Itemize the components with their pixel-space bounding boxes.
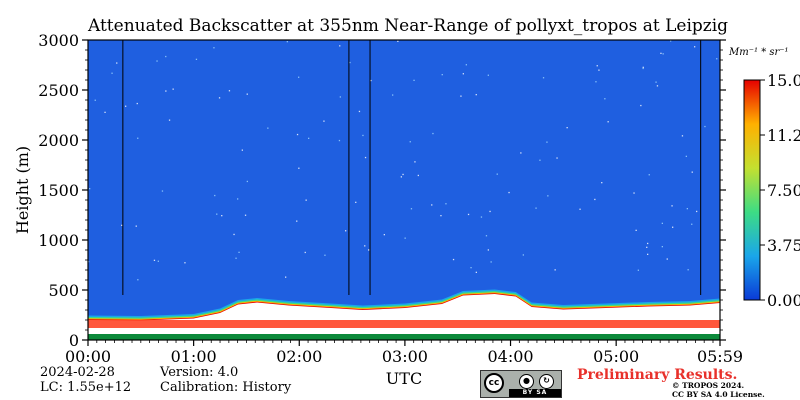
cc-license-badge[interactable]: cc ● ↻ BY SA — [480, 370, 562, 398]
person-icon: ● — [519, 374, 534, 389]
x-tick-label: 05:59 — [697, 347, 743, 366]
y-tick-label: 0 — [69, 331, 79, 350]
near-surface-white-layer — [88, 328, 720, 334]
x-tick-label: 00:00 — [65, 347, 111, 366]
near-surface-red-layer — [88, 320, 720, 331]
signal-background — [88, 40, 720, 340]
x-tick-label: 05:00 — [593, 347, 639, 366]
overlap-zone — [88, 334, 720, 340]
colorbar — [743, 79, 761, 301]
y-tick-label: 500 — [48, 281, 79, 300]
share-alike-icon: ↻ — [539, 374, 554, 389]
noise-speckle — [88, 40, 718, 281]
chart-title: Attenuated Backscatter at 355nm Near-Ran… — [88, 16, 729, 36]
colorbar-tick-label: 7.50 — [767, 181, 800, 200]
y-tick-label: 3000 — [38, 31, 79, 50]
x-tick-label: 04:00 — [487, 347, 533, 366]
x-tick-label: 03:00 — [382, 347, 428, 366]
calibration-label: Calibration: History — [160, 380, 292, 395]
y-tick-label: 1000 — [38, 231, 79, 250]
colorbar-unit: Mm⁻¹ * sr⁻¹ — [729, 47, 789, 58]
y-tick-label: 1500 — [38, 181, 79, 200]
colorbar-tick-label: 3.75 — [767, 236, 800, 255]
x-tick-label: 02:00 — [276, 347, 322, 366]
x-tick-label: 01:00 — [171, 347, 217, 366]
copyright-notice: © TROPOS 2024. CC BY SA 4.0 License. — [672, 381, 765, 399]
y-axis-label: Height (m) — [13, 146, 32, 234]
preliminary-results-label: Preliminary Results. — [577, 367, 738, 383]
cc-icon: cc — [484, 373, 504, 393]
copyright-line-1: © TROPOS 2024. — [672, 381, 745, 390]
date-label: 2024-02-28 — [40, 365, 115, 380]
cc-badge-text: BY SA — [509, 389, 561, 397]
copyright-line-2: CC BY SA 4.0 License. — [672, 390, 765, 399]
colorbar-tick-label: 11.25 — [767, 126, 800, 145]
y-tick-label: 2500 — [38, 81, 79, 100]
y-tick-label: 2000 — [38, 131, 79, 150]
x-axis-label: UTC — [386, 369, 422, 388]
colorbar-tick-label: 15.00 — [767, 71, 800, 90]
lc-label: LC: 1.55e+12 — [40, 380, 132, 395]
version-label: Version: 4.0 — [160, 365, 239, 380]
colorbar-tick-label: 0.00 — [767, 291, 800, 310]
